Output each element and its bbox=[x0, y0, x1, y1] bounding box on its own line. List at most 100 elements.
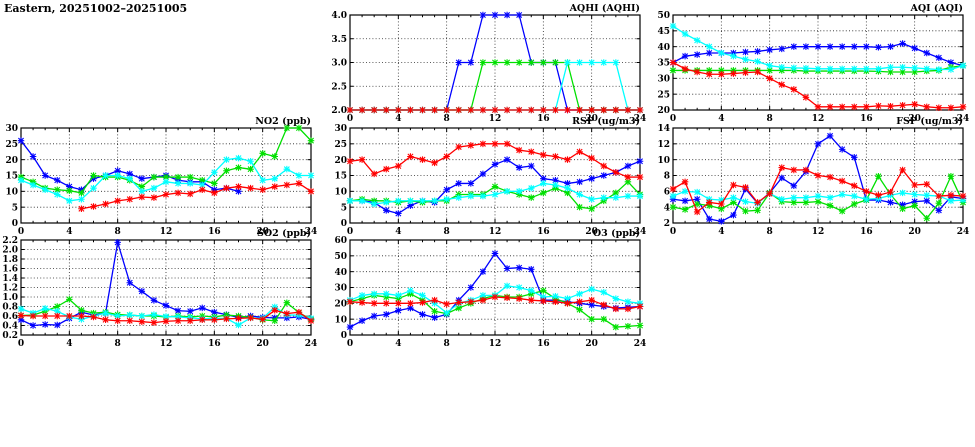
ytick-label: 1.4 bbox=[2, 274, 18, 284]
chart-title-no2: NO2 (ppb) bbox=[255, 116, 311, 127]
ytick-label: 3.5 bbox=[331, 35, 347, 45]
series-red bbox=[669, 164, 967, 216]
ytick-label: 40 bbox=[657, 43, 670, 53]
ytick-label: 35 bbox=[657, 59, 670, 69]
ytick-label: 12 bbox=[657, 140, 670, 150]
xtick-label: 12 bbox=[812, 227, 825, 237]
ytick-label: 2.5 bbox=[331, 82, 347, 92]
xtick-label: 24 bbox=[305, 339, 317, 349]
xtick-label: 24 bbox=[634, 339, 646, 349]
xtick-label: 4 bbox=[66, 227, 72, 237]
xtick-label: 20 bbox=[256, 339, 269, 349]
ytick-label: 30 bbox=[334, 124, 347, 134]
ytick-label: 4 bbox=[664, 203, 670, 213]
gridlines-aqi bbox=[673, 15, 963, 110]
xtick-label: 24 bbox=[957, 114, 969, 124]
series-red bbox=[346, 106, 644, 114]
ytick-label: 30 bbox=[334, 284, 347, 294]
chart-panel-aqi: AQI (AQI) 20 25 30 35 40 45 50 0 4 8 12 16 20 24 bbox=[647, 1, 969, 124]
ytick-label: 30 bbox=[657, 75, 670, 85]
xtick-label: 24 bbox=[634, 227, 646, 237]
series-cyan bbox=[17, 154, 315, 205]
ytick-label: 5 bbox=[341, 203, 347, 213]
ytick-label: 10 bbox=[334, 188, 347, 198]
ticks-so2 bbox=[20, 239, 312, 336]
ytick-label: 0.2 bbox=[2, 331, 18, 341]
ytick-label: 30 bbox=[5, 124, 18, 134]
series-red bbox=[17, 307, 315, 326]
ticks-rsp bbox=[349, 127, 641, 224]
ytick-label: 2 bbox=[664, 219, 670, 229]
ytick-label: 15 bbox=[5, 172, 18, 182]
ytick-label: 4.0 bbox=[331, 11, 347, 21]
ytick-label: 1.2 bbox=[2, 284, 18, 294]
ytick-label: 2.2 bbox=[2, 236, 18, 246]
xtick-label: 20 bbox=[585, 114, 598, 124]
xtick-label: 16 bbox=[537, 114, 550, 124]
ytick-label: 2.0 bbox=[331, 106, 347, 116]
chart-panel-no2: NO2 (ppb) 0 5 10 15 20 25 30 0 4 8 12 16 20 24 bbox=[0, 114, 317, 237]
ytick-label: 25 bbox=[334, 140, 347, 150]
series-red bbox=[669, 59, 967, 112]
xtick-label: 0 bbox=[18, 339, 24, 349]
xtick-label: 12 bbox=[489, 227, 502, 237]
xtick-label: 4 bbox=[718, 114, 724, 124]
series-red bbox=[346, 293, 644, 313]
chart-title-rsp: RSP (ug/m3) bbox=[572, 116, 640, 127]
xtick-label: 0 bbox=[18, 227, 24, 237]
chart-panel-o3: O3 (ppb) 0 10 20 30 40 50 60 0 4 8 12 16 20 24 bbox=[324, 226, 646, 349]
xtick-label: 0 bbox=[670, 114, 676, 124]
series-cyan bbox=[346, 180, 644, 208]
xtick-label: 16 bbox=[208, 227, 221, 237]
ytick-label: 14 bbox=[657, 124, 670, 134]
ytick-label: 25 bbox=[657, 90, 670, 100]
xtick-label: 12 bbox=[812, 114, 825, 124]
ytick-label: 20 bbox=[657, 106, 670, 116]
xtick-label: 24 bbox=[957, 227, 969, 237]
xtick-label: 8 bbox=[767, 227, 773, 237]
xtick-label: 12 bbox=[160, 339, 173, 349]
series-blue bbox=[669, 40, 967, 69]
xtick-label: 12 bbox=[489, 339, 502, 349]
xtick-label: 16 bbox=[860, 114, 873, 124]
chart-title-o3: O3 (ppb) bbox=[593, 228, 640, 239]
xtick-label: 8 bbox=[767, 114, 773, 124]
chart-panel-so2: SO2 (ppb) 0.2 0.4 0.6 0.8 1.0 1.2 1.4 1.6 1.8 2.0 2… bbox=[0, 226, 317, 349]
ytick-label: 10 bbox=[657, 156, 670, 166]
ytick-label: 2.0 bbox=[2, 246, 18, 256]
chart-panel-aqhi: AQHI (AQHI) 2.0 2.5 3.0 3.5 4.0 0 4 8 12 16 20 24 bbox=[320, 1, 646, 124]
series-blue bbox=[17, 137, 242, 195]
ytick-label: 0 bbox=[341, 219, 347, 229]
ticks-o3 bbox=[349, 239, 641, 336]
xtick-label: 4 bbox=[66, 339, 72, 349]
ytick-label: 20 bbox=[334, 300, 347, 310]
ytick-label: 0.6 bbox=[2, 312, 18, 322]
ytick-label: 60 bbox=[334, 236, 347, 246]
ytick-label: 50 bbox=[334, 252, 347, 262]
xtick-label: 20 bbox=[256, 227, 269, 237]
ytick-label: 40 bbox=[334, 268, 347, 278]
ytick-label: 15 bbox=[334, 172, 347, 182]
series-red bbox=[78, 180, 315, 212]
xtick-label: 12 bbox=[489, 114, 502, 124]
ytick-label: 6 bbox=[664, 188, 670, 198]
xtick-label: 16 bbox=[537, 227, 550, 237]
ytick-label: 8 bbox=[664, 172, 670, 182]
xtick-label: 16 bbox=[537, 339, 550, 349]
xtick-label: 16 bbox=[860, 227, 873, 237]
ytick-label: 0 bbox=[12, 219, 18, 229]
xtick-label: 4 bbox=[395, 339, 401, 349]
xtick-label: 4 bbox=[395, 227, 401, 237]
series-cyan bbox=[669, 22, 967, 73]
chart-title-so2: SO2 (ppb) bbox=[257, 228, 311, 239]
xtick-label: 4 bbox=[395, 114, 401, 124]
xtick-label: 20 bbox=[585, 227, 598, 237]
xtick-label: 0 bbox=[347, 339, 353, 349]
ytick-label: 1.8 bbox=[2, 255, 18, 265]
ytick-label: 0.4 bbox=[2, 322, 18, 332]
xtick-label: 0 bbox=[670, 227, 676, 237]
xtick-label: 8 bbox=[115, 339, 121, 349]
ytick-label: 10 bbox=[334, 315, 347, 325]
chart-title-aqi: AQI (AQI) bbox=[910, 3, 963, 14]
